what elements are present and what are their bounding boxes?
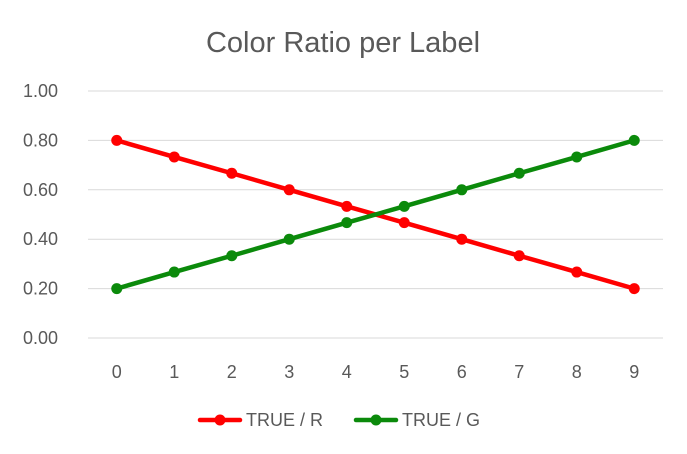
x-axis-ticks: 0 1 2 3 4 5 6 7 8 9 [112, 362, 640, 382]
data-point [168, 266, 180, 278]
series-line [114, 138, 637, 291]
data-point [456, 233, 468, 245]
data-point [111, 134, 123, 146]
data-point [341, 217, 353, 229]
legend-item: TRUE / R [197, 410, 323, 430]
data-point [513, 250, 525, 262]
gridlines [88, 90, 663, 339]
legend-label: TRUE / G [402, 410, 480, 430]
y-tick-label: 0.80 [23, 130, 58, 150]
legend-swatch-marker [370, 414, 382, 426]
x-tick-label: 8 [572, 362, 582, 382]
data-point [283, 233, 295, 245]
legend-item: TRUE / G [353, 410, 480, 430]
series-2 [111, 134, 640, 295]
x-tick-label: 3 [284, 362, 294, 382]
x-tick-label: 5 [399, 362, 409, 382]
x-tick-label: 1 [169, 362, 179, 382]
data-point [226, 167, 238, 179]
data-point [398, 217, 410, 229]
data-point [283, 184, 295, 196]
data-point [513, 167, 525, 179]
y-tick-label: 0.00 [23, 328, 58, 348]
x-tick-label: 4 [342, 362, 352, 382]
x-tick-label: 0 [112, 362, 122, 382]
data-point [226, 250, 238, 262]
y-axis-ticks: 0.00 0.20 0.40 0.60 0.80 1.00 [23, 81, 58, 348]
y-tick-label: 0.20 [23, 279, 58, 299]
data-point [168, 151, 180, 163]
legend-swatch-marker [214, 414, 226, 426]
x-tick-label: 2 [227, 362, 237, 382]
series-layer [111, 134, 640, 295]
x-tick-label: 6 [457, 362, 467, 382]
x-tick-label: 9 [629, 362, 639, 382]
x-tick-label: 7 [514, 362, 524, 382]
data-point [628, 283, 640, 295]
data-point [111, 283, 123, 295]
data-point [571, 151, 583, 163]
y-tick-label: 1.00 [23, 81, 58, 101]
chart-title: Color Ratio per Label [206, 27, 480, 59]
data-point [628, 134, 640, 146]
legend: TRUE / R TRUE / G [197, 410, 480, 430]
data-point [571, 266, 583, 278]
legend-label: TRUE / R [246, 410, 323, 430]
y-tick-label: 0.60 [23, 180, 58, 200]
y-tick-label: 0.40 [23, 229, 58, 249]
data-point [398, 200, 410, 212]
data-point [456, 184, 468, 196]
data-point [341, 200, 353, 212]
